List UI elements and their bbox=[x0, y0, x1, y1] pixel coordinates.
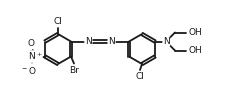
Text: N: N bbox=[108, 37, 115, 46]
Text: OH: OH bbox=[189, 46, 203, 55]
Text: OH: OH bbox=[189, 28, 203, 37]
Text: Cl: Cl bbox=[136, 72, 144, 81]
Text: N: N bbox=[163, 37, 170, 46]
Text: N: N bbox=[85, 37, 92, 46]
Text: O: O bbox=[28, 39, 35, 48]
Text: N$^+$: N$^+$ bbox=[28, 51, 42, 62]
Text: Cl: Cl bbox=[54, 17, 62, 26]
Text: Br: Br bbox=[69, 66, 79, 75]
Text: $^-$O: $^-$O bbox=[20, 66, 36, 77]
